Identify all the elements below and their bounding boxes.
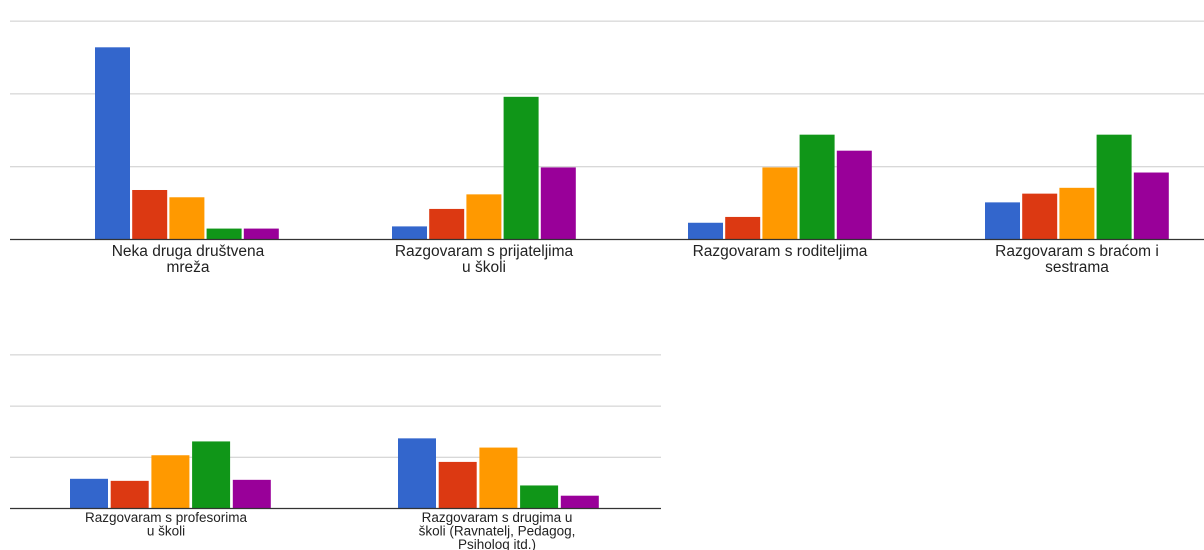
category-label-line: mreža [166,259,209,276]
bar-group1-series3 [169,197,205,240]
category-label-4: Razgovaram s braćom i sestrama [995,243,1159,276]
category-label-line: Razgovaram s prijateljima [395,243,574,260]
category-label-line: u školi [462,259,506,276]
bar-group2-series5 [540,167,576,240]
bar-group6-series5 [560,495,599,509]
bar-group2-series1 [392,226,427,240]
bar-group2-series2 [429,208,465,240]
bar-group4-series1 [985,202,1020,240]
bar-group1-series1 [95,47,130,240]
bar-group5-series1 [70,478,108,509]
bar-group5-series4 [192,441,231,509]
category-label-3: Razgovaram s roditeljima [693,243,868,260]
bar-group4-series3 [1059,187,1095,240]
bar-group6-series2 [438,461,477,509]
category-label-line: u školi [147,524,185,539]
category-label-1: Neka druga društvena mreža [112,243,265,276]
category-label-line: sestrama [1045,259,1109,276]
bar-group4-series5 [1133,172,1169,240]
bar-group3-series3 [762,167,798,240]
bar-group6-series1 [398,438,436,509]
category-label-line: Psiholog itd.) [458,537,536,550]
bar-group5-series3 [151,455,190,509]
category-label-line: Neka druga društvena [112,243,265,260]
category-label-6: Razgovaram s drugima u školi (Ravnatelj, … [419,510,576,550]
bar-group6-series4 [520,485,559,509]
category-label-line: Razgovaram s drugima u [422,510,573,525]
bar-group2-series4 [503,96,539,240]
bar-group5-series2 [110,480,149,509]
bar-group1-series5 [243,228,279,240]
bar-group2-series3 [466,194,502,240]
bar-group4-series2 [1022,193,1058,240]
category-label-line: školi (Ravnatelj, Pedagog, [419,524,576,539]
bar-group5-series5 [232,479,271,509]
category-label-2: Razgovaram s prijateljima u školi [395,243,574,276]
category-label-5: Razgovaram s profesorima u školi [85,510,248,539]
category-label-line: Razgovaram s braćom i [995,243,1159,260]
bar-group1-series2 [132,189,168,240]
bar-group4-series4 [1096,134,1132,240]
chart-panel-2: Razgovaram s profesorima u školiRazgovara… [10,354,661,550]
bar-group1-series4 [206,228,242,240]
category-label-line: Razgovaram s profesorima [85,510,248,525]
chart-panel-1: Neka druga društvena mreža Razgovaram s pr… [10,20,1204,276]
bar-group3-series4 [799,134,835,240]
bar-group3-series2 [725,216,761,240]
bar-group6-series3 [479,447,518,509]
bar-group3-series1 [688,222,723,240]
bar-group3-series5 [836,150,872,240]
category-label-line: Razgovaram s roditeljima [693,243,868,260]
